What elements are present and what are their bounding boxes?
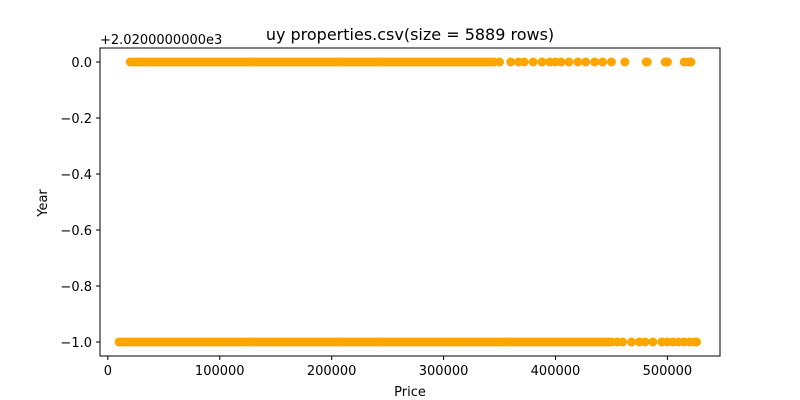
data-point	[607, 58, 616, 67]
data-point	[573, 58, 582, 67]
y-axis-offset-label: +2.0200000000e3	[100, 33, 222, 48]
x-axis-label: Price	[394, 385, 426, 400]
data-point	[618, 338, 627, 347]
x-tick-label: 0	[104, 364, 112, 379]
data-point	[506, 58, 515, 67]
y-tick-label: −0.6	[60, 224, 92, 239]
y-tick-label: −0.4	[60, 168, 92, 183]
data-point	[627, 338, 636, 347]
data-point	[495, 58, 504, 67]
data-point	[648, 338, 657, 347]
data-point	[538, 58, 547, 67]
data-point	[564, 58, 573, 67]
y-tick-label: 0.0	[71, 56, 92, 71]
data-point	[581, 58, 590, 67]
data-point	[692, 338, 701, 347]
plot-frame	[100, 48, 720, 356]
data-point	[598, 58, 607, 67]
y-tick-label: −0.2	[60, 112, 92, 127]
y-tick-label: −0.8	[60, 280, 92, 295]
y-axis-ticks: 0.0 −0.2 −0.4 −0.6 −0.8 −1.0	[60, 56, 100, 351]
data-point	[686, 58, 695, 67]
x-tick-label: 400000	[531, 364, 581, 379]
x-tick-label: 100000	[195, 364, 245, 379]
y-axis-label: Year	[36, 189, 51, 218]
data-point	[520, 58, 529, 67]
x-axis-ticks: 0 100000 200000 300000 400000 500000	[104, 356, 693, 379]
x-tick-label: 300000	[419, 364, 469, 379]
data-point	[663, 58, 672, 67]
x-tick-label: 200000	[307, 364, 357, 379]
data-point	[641, 338, 650, 347]
data-points	[115, 58, 701, 347]
chart-title: uy properties.csv(size = 5889 rows)	[266, 25, 554, 44]
data-point	[529, 58, 538, 67]
x-tick-label: 500000	[643, 364, 693, 379]
data-point	[620, 58, 629, 67]
data-point	[643, 58, 652, 67]
data-point	[590, 58, 599, 67]
y-tick-label: −1.0	[60, 336, 92, 351]
data-point	[557, 58, 566, 67]
